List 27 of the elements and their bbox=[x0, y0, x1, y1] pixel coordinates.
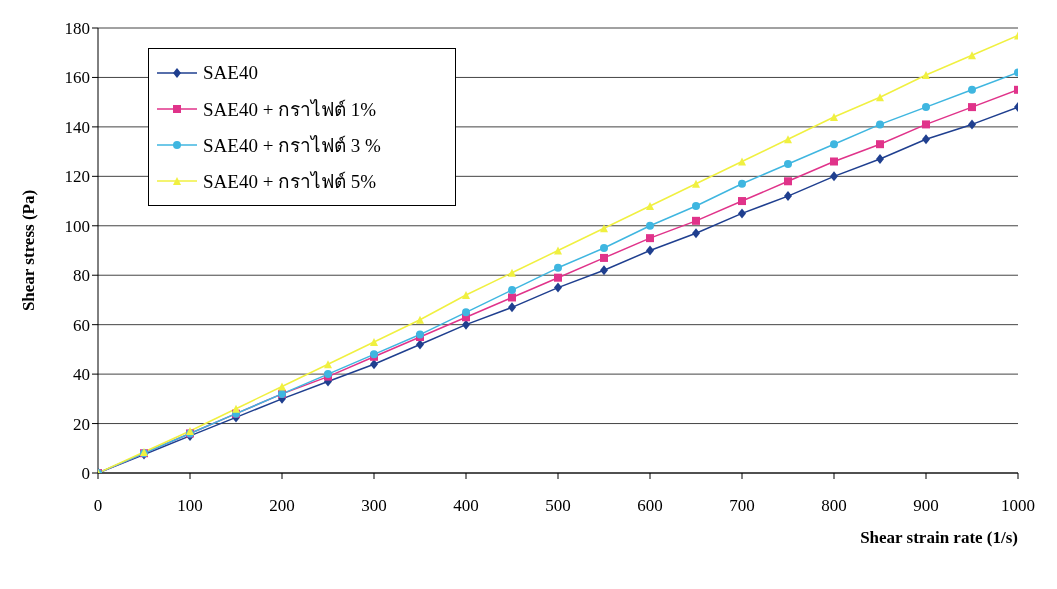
y-tick-label: 180 bbox=[64, 19, 90, 39]
y-tick-label: 60 bbox=[73, 315, 90, 335]
x-tick-label: 500 bbox=[545, 496, 571, 516]
x-tick-label: 200 bbox=[269, 496, 295, 516]
x-axis-title: Shear strain rate (1/s) bbox=[860, 528, 1018, 547]
y-tick-label: 160 bbox=[64, 68, 90, 88]
legend-label: SAE40 + กราไฟต์ 3 % bbox=[203, 134, 381, 158]
y-axis-title: Shear stress (Pa) bbox=[19, 189, 39, 312]
x-tick-label: 800 bbox=[821, 496, 847, 516]
legend-label: SAE40 + กราไฟต์ 1% bbox=[203, 98, 377, 122]
y-tick-label: 20 bbox=[73, 414, 90, 434]
x-tick-label: 300 bbox=[361, 496, 387, 516]
y-tick-label: 80 bbox=[73, 266, 90, 286]
legend-label: SAE40 bbox=[203, 62, 258, 84]
y-tick-label: 140 bbox=[64, 117, 90, 137]
legend-label: SAE40 + กราไฟต์ 5% bbox=[203, 170, 377, 194]
x-tick-label: 1000 bbox=[1001, 496, 1035, 516]
y-tick-label: 120 bbox=[64, 167, 90, 187]
x-tick-label: 900 bbox=[913, 496, 939, 516]
x-tick-label: 400 bbox=[453, 496, 479, 516]
x-tick-label: 0 bbox=[93, 496, 103, 516]
x-tick-label: 100 bbox=[177, 496, 203, 516]
y-tick-label: 40 bbox=[73, 365, 90, 385]
y-tick-label: 0 bbox=[81, 464, 90, 484]
x-tick-label: 700 bbox=[729, 496, 755, 516]
y-tick-label: 100 bbox=[64, 216, 90, 236]
x-tick-label: 600 bbox=[637, 496, 663, 516]
